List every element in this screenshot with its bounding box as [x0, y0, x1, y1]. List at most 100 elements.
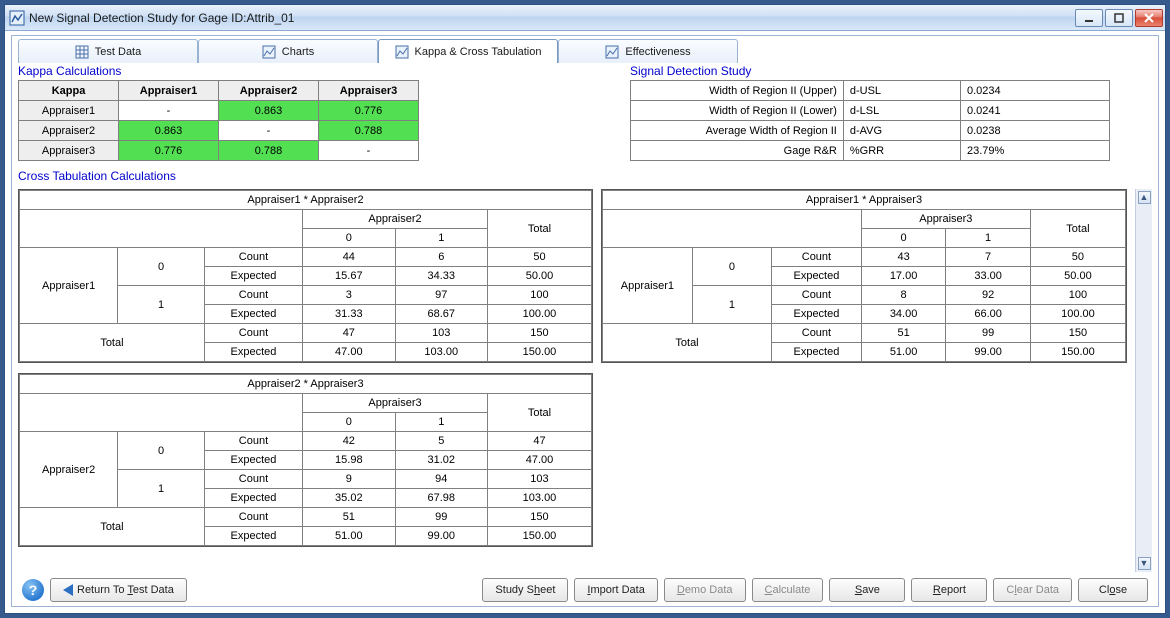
crosstab-table: Appraiser2 * Appraiser3Appraiser3Total01…: [19, 374, 592, 546]
tab-effectiveness[interactable]: Effectiveness: [558, 39, 738, 63]
grid-icon: [75, 45, 89, 59]
demo-data-button[interactable]: Demo Data: [664, 578, 746, 602]
crosstab-count-label: Count: [204, 508, 302, 527]
report-button[interactable]: Report: [911, 578, 987, 602]
sds-code: d-LSL: [843, 101, 960, 121]
sds-label: Average Width of Region II: [631, 121, 844, 141]
crosstab-cell: 103: [395, 324, 487, 343]
crosstab-cell: 8: [861, 286, 946, 305]
close-button[interactable]: Close: [1078, 578, 1148, 602]
kappa-cell: 0.776: [119, 141, 219, 161]
window-title: New Signal Detection Study for Gage ID:A…: [29, 11, 1075, 25]
crosstab-row-appraiser: Appraiser1: [603, 248, 693, 324]
crosstab-cell: 100: [487, 286, 591, 305]
tab-charts[interactable]: Charts: [198, 39, 378, 63]
crosstab-cell: 7: [946, 248, 1031, 267]
crosstab-cell: 92: [946, 286, 1031, 305]
sds-label: Width of Region II (Upper): [631, 81, 844, 101]
crosstab-count-label: Count: [772, 324, 862, 343]
crosstab-title: Appraiser1 * Appraiser3: [603, 191, 1126, 210]
chart-icon: [395, 45, 409, 59]
kappa-table: KappaAppraiser1Appraiser2Appraiser3Appra…: [18, 80, 419, 161]
import-data-button[interactable]: Import Data: [574, 578, 657, 602]
crosstab-count-label: Count: [204, 470, 302, 489]
app-window: New Signal Detection Study for Gage ID:A…: [4, 4, 1166, 614]
crosstab-count-label: Count: [204, 248, 302, 267]
crosstab-total-header: Total: [487, 210, 591, 248]
scroll-down-icon[interactable]: ▼: [1138, 557, 1151, 570]
crosstab-title: Appraiser2 * Appraiser3: [20, 375, 592, 394]
crosstab-total-row-label: Total: [603, 324, 772, 362]
crosstab-row-cat: 1: [118, 470, 205, 508]
save-button[interactable]: Save: [829, 578, 905, 602]
crosstab-cell: 103.00: [395, 343, 487, 362]
crosstab-cell: 6: [395, 248, 487, 267]
crosstab-cell: 66.00: [946, 305, 1031, 324]
app-icon: [9, 10, 25, 26]
tab-label: Test Data: [95, 46, 141, 58]
clear-data-button[interactable]: Clear Data: [993, 578, 1072, 602]
close-window-button[interactable]: [1135, 9, 1163, 27]
crosstab-row-cat: 0: [118, 248, 205, 286]
kappa-cell: 0.776: [319, 101, 419, 121]
crosstab-cell: 103: [487, 470, 591, 489]
crosstab-cell: 51.00: [303, 527, 395, 546]
return-button[interactable]: Return To Test Data: [50, 578, 187, 602]
help-icon[interactable]: ?: [22, 579, 44, 601]
crosstab-expected-label: Expected: [204, 451, 302, 470]
tab-test-data[interactable]: Test Data: [18, 39, 198, 63]
crosstab-cell: 99.00: [946, 343, 1031, 362]
crosstab-cell: 47: [303, 324, 395, 343]
crosstab-cell: 42: [303, 432, 395, 451]
calculate-button[interactable]: Calculate: [752, 578, 824, 602]
kappa-row-header: Appraiser1: [19, 101, 119, 121]
sds-table: Width of Region II (Upper)d-USL0.0234Wid…: [630, 80, 1110, 161]
vertical-scrollbar[interactable]: ▲ ▼: [1135, 189, 1152, 572]
crosstab-expected-label: Expected: [772, 267, 862, 286]
crosstab-cell: 43: [861, 248, 946, 267]
crosstab-blank: [20, 394, 303, 432]
crosstab-col-appraiser: Appraiser3: [303, 394, 488, 413]
crosstab-cell: 51: [303, 508, 395, 527]
crosstab-cell: 150.00: [487, 343, 591, 362]
crosstab-cell: 3: [303, 286, 395, 305]
scroll-up-icon[interactable]: ▲: [1138, 191, 1151, 204]
kappa-col-header: Appraiser3: [319, 81, 419, 101]
kappa-section: Kappa Calculations KappaAppraiser1Apprai…: [18, 62, 618, 161]
crosstab-count-label: Count: [204, 324, 302, 343]
crosstab-cell: 150: [487, 324, 591, 343]
minimize-button[interactable]: [1075, 9, 1103, 27]
kappa-row-header: Appraiser3: [19, 141, 119, 161]
crosstab-cell: 68.67: [395, 305, 487, 324]
crosstab-cell: 9: [303, 470, 395, 489]
crosstab-cell: 99.00: [395, 527, 487, 546]
tab-kappa[interactable]: Kappa & Cross Tabulation: [378, 39, 558, 63]
crosstab-table: Appraiser1 * Appraiser2Appraiser2Total01…: [19, 190, 592, 362]
kappa-col-header: Appraiser1: [119, 81, 219, 101]
crosstab-blank: [603, 210, 862, 248]
section-title-kappa: Kappa Calculations: [18, 64, 618, 78]
sds-value: 23.79%: [960, 141, 1109, 161]
kappa-cell: -: [219, 121, 319, 141]
crosstab-expected-label: Expected: [204, 343, 302, 362]
crosstab-cell: 5: [395, 432, 487, 451]
study-sheet-button[interactable]: Study Sheet: [482, 578, 568, 602]
crosstab-cell: 51: [861, 324, 946, 343]
crosstab-panel-2-3: Appraiser2 * Appraiser3Appraiser3Total01…: [18, 373, 593, 547]
crosstab-count-label: Count: [204, 286, 302, 305]
crosstab-cell: 15.98: [303, 451, 395, 470]
maximize-button[interactable]: [1105, 9, 1133, 27]
sds-code: d-AVG: [843, 121, 960, 141]
crosstab-title: Appraiser1 * Appraiser2: [20, 191, 592, 210]
sds-value: 0.0234: [960, 81, 1109, 101]
tab-page-kappa: Kappa Calculations KappaAppraiser1Apprai…: [18, 62, 1152, 572]
crosstab-cell: 31.33: [303, 305, 395, 324]
sds-label: Gage R&R: [631, 141, 844, 161]
button-label: Study Sheet: [495, 584, 555, 596]
kappa-cell: 0.788: [319, 121, 419, 141]
crosstab-cell: 99: [395, 508, 487, 527]
crosstab-count-label: Count: [772, 248, 862, 267]
chart-icon: [262, 45, 276, 59]
kappa-cell: 0.788: [219, 141, 319, 161]
bottom-toolbar: ? Return To Test Data Study Sheet Import…: [18, 572, 1152, 604]
